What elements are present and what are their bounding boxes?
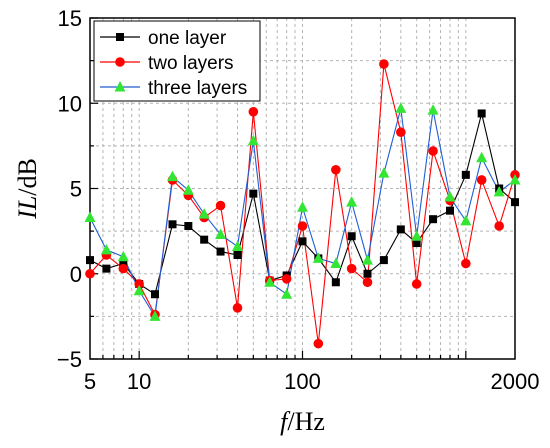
y-tick-label: 0 [70, 262, 82, 287]
data-point [298, 237, 307, 246]
data-point [331, 164, 341, 175]
data-point [346, 196, 358, 207]
data-point [412, 239, 421, 248]
data-point [118, 263, 129, 274]
y-axis-label-symbol: IL [13, 196, 42, 220]
data-point [379, 256, 388, 265]
data-point [247, 134, 259, 146]
data-point [117, 250, 129, 262]
x-tick-label: 100 [284, 369, 321, 394]
data-point [460, 214, 472, 226]
data-point [182, 184, 194, 195]
series-markers [84, 102, 521, 321]
data-point [363, 269, 372, 278]
data-point [134, 279, 144, 289]
data-point [116, 33, 124, 41]
data-point [476, 175, 487, 185]
data-point [100, 243, 112, 255]
y-tick-label: −5 [57, 347, 82, 372]
series-group [84, 59, 521, 349]
data-point [444, 191, 456, 202]
data-point [331, 278, 340, 287]
data-point [346, 263, 357, 274]
legend-label: three layers [148, 78, 247, 99]
data-point [446, 206, 455, 215]
data-point [509, 173, 521, 185]
data-point [281, 288, 293, 299]
data-point [249, 189, 258, 198]
data-point [200, 235, 209, 244]
y-axis-label: IL/dB [13, 158, 42, 220]
data-point [493, 185, 505, 197]
data-point [511, 198, 519, 207]
data-point [347, 232, 356, 241]
data-point [119, 259, 128, 268]
data-point [102, 264, 111, 273]
data-point [476, 151, 488, 163]
data-point [168, 220, 177, 229]
data-point [233, 250, 242, 259]
data-point [411, 230, 423, 241]
data-point [361, 254, 373, 265]
data-point [378, 167, 390, 178]
data-point [411, 279, 422, 289]
x-tick-label: 2000 [491, 369, 540, 394]
data-point [150, 290, 159, 299]
data-point [115, 57, 125, 67]
data-point [313, 338, 324, 349]
data-point [395, 102, 407, 113]
data-point [312, 252, 324, 263]
y-tick-label: 10 [58, 91, 82, 116]
legend-label: one layer [148, 28, 227, 49]
data-point [215, 200, 226, 211]
data-point [149, 310, 161, 321]
data-point [427, 104, 439, 115]
data-point [114, 81, 126, 92]
axis-ticks: 5 10 100 2000 −5 0 5 10 15 [57, 6, 540, 394]
data-point [281, 274, 292, 284]
x-axis-label-symbol: f [280, 407, 291, 436]
data-point [167, 170, 179, 182]
data-point [198, 208, 210, 219]
data-point [379, 59, 389, 69]
data-point [133, 284, 145, 296]
data-point [85, 268, 95, 279]
data-point [216, 247, 225, 256]
x-axis-label-unit: /Hz [287, 407, 325, 436]
data-point [461, 170, 470, 179]
data-point [396, 225, 405, 234]
data-point [428, 146, 438, 156]
data-point [297, 201, 308, 212]
data-point [248, 106, 259, 117]
data-point [184, 222, 193, 231]
data-point [86, 256, 94, 265]
y-axis-label-unit: /dB [13, 158, 42, 196]
y-tick-label: 15 [58, 6, 82, 31]
data-point [232, 240, 244, 251]
data-point [494, 221, 504, 231]
legend: one layer two layers three layers [93, 20, 261, 102]
x-tick-label: 5 [84, 369, 96, 394]
x-axis-label: f/Hz [280, 407, 325, 436]
legend-label: two layers [148, 53, 234, 74]
data-point [477, 109, 486, 118]
y-tick-label: 5 [70, 177, 82, 202]
data-point [429, 215, 438, 224]
data-point [461, 258, 471, 269]
data-point [297, 221, 308, 231]
x-tick-label: 10 [127, 369, 151, 394]
data-point [330, 257, 342, 269]
series-markers [85, 59, 520, 349]
data-point [362, 277, 373, 288]
data-point [396, 127, 406, 138]
data-point [264, 276, 276, 287]
data-point [215, 228, 227, 240]
data-point [84, 211, 96, 222]
data-point [232, 303, 243, 313]
